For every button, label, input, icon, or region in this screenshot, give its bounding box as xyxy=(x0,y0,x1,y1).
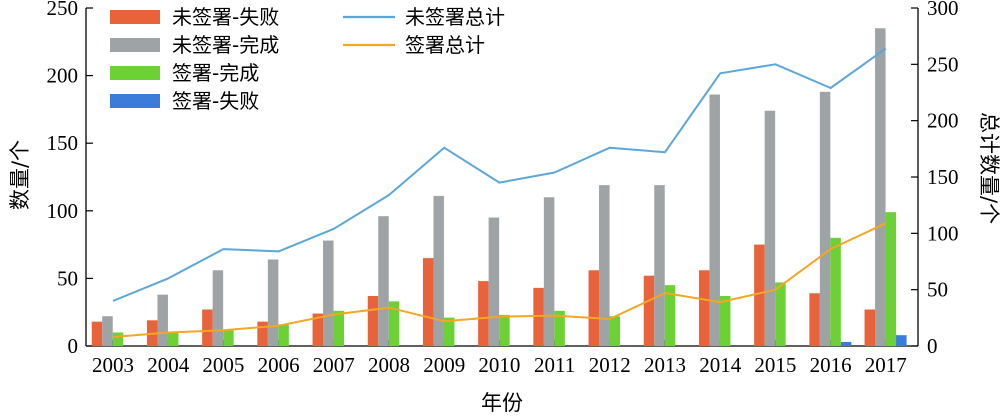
legend-label: 签署总计 xyxy=(405,33,485,57)
bar-2-2014 xyxy=(709,94,720,346)
left-tick-label: 200 xyxy=(47,64,79,88)
x-tick-label: 2012 xyxy=(589,353,631,377)
bar-1-2015 xyxy=(754,244,765,346)
bar-3-2011 xyxy=(554,310,565,346)
left-tick-label: 50 xyxy=(57,266,78,290)
legend-label: 签署-完成 xyxy=(172,61,259,85)
x-ticks: 2003 2004 2005 2006 2007 2008 2009 2010 2011 2012… xyxy=(92,340,907,377)
left-y-ticks: 0 50 100 150 200 250 xyxy=(47,0,93,358)
axes xyxy=(85,8,919,347)
legend-label: 未签署-失败 xyxy=(172,5,279,29)
bar-2-2003 xyxy=(102,316,113,346)
legend-swatch xyxy=(110,38,160,52)
bar-1-2008 xyxy=(367,295,379,346)
right-tick-label: 250 xyxy=(927,52,959,76)
bar-3-2004 xyxy=(167,332,179,346)
left-tick-label: 0 xyxy=(68,334,79,358)
x-tick-label: 2005 xyxy=(202,353,244,377)
bar-3-2006 xyxy=(278,324,289,346)
left-tick-label: 100 xyxy=(47,199,79,223)
x-tick-label: 2009 xyxy=(423,353,465,377)
bar-1-2010 xyxy=(478,281,489,346)
legend-label: 未签署总计 xyxy=(405,5,505,29)
left-y-axis-title: 数量/个 xyxy=(8,140,32,210)
bar-4-2016 xyxy=(840,341,852,346)
bar-2-2009 xyxy=(433,195,444,346)
x-tick-label: 2006 xyxy=(258,353,300,377)
bar-3-2017 xyxy=(885,212,897,346)
bar-2-2012 xyxy=(599,185,610,346)
x-tick-label: 2015 xyxy=(754,353,796,377)
x-tick-label: 2017 xyxy=(865,353,907,377)
right-tick-label: 50 xyxy=(927,278,948,302)
bar-3-2008 xyxy=(388,301,400,346)
bar-3-2012 xyxy=(609,316,621,346)
bar-1-2007 xyxy=(312,313,324,346)
bar-3-2003 xyxy=(112,332,124,346)
x-tick-label: 2007 xyxy=(313,353,355,377)
bar-4-2017 xyxy=(896,335,907,346)
x-tick-label: 2003 xyxy=(92,353,134,377)
bar-2-2005 xyxy=(212,270,224,346)
x-tick-label: 2004 xyxy=(147,353,190,377)
bar-2-2016 xyxy=(819,91,831,346)
right-tick-label: 300 xyxy=(927,0,959,20)
bar-2-2017 xyxy=(875,28,886,347)
right-tick-label: 100 xyxy=(927,221,959,245)
bar-2-2004 xyxy=(157,294,168,346)
lines xyxy=(112,47,887,338)
bar-2-2010 xyxy=(488,217,500,346)
legend-label: 未签署-完成 xyxy=(172,33,279,57)
x-tick-label: 2011 xyxy=(534,353,575,377)
bar-3-2009 xyxy=(443,317,455,346)
right-y-ticks: 0 50 100 150 200 250 300 xyxy=(911,0,959,358)
bars xyxy=(91,28,907,347)
bar-1-2016 xyxy=(809,293,820,346)
left-tick-label: 250 xyxy=(47,0,79,20)
bar-3-2010 xyxy=(499,314,510,346)
bar-2-2008 xyxy=(378,216,389,346)
bar-2-2015 xyxy=(764,110,776,346)
x-tick-label: 2014 xyxy=(699,353,742,377)
line-series-1 xyxy=(112,47,887,302)
bar-3-2014 xyxy=(719,295,731,346)
bar-1-2017 xyxy=(864,309,876,346)
bar-1-2013 xyxy=(643,275,655,346)
x-tick-label: 2013 xyxy=(644,353,686,377)
bar-3-2016 xyxy=(830,237,841,346)
bar-2-2007 xyxy=(323,240,334,346)
bar-2-2013 xyxy=(654,185,665,346)
right-tick-label: 0 xyxy=(927,334,938,358)
right-tick-label: 150 xyxy=(927,165,959,189)
bar-2-2011 xyxy=(543,197,555,346)
bar-1-2003 xyxy=(91,321,103,346)
x-tick-label: 2016 xyxy=(810,353,852,377)
x-tick-label: 2008 xyxy=(368,353,410,377)
bar-3-2007 xyxy=(333,310,345,346)
bar-1-2012 xyxy=(588,270,600,346)
bar-3-2015 xyxy=(775,282,786,346)
right-tick-label: 200 xyxy=(927,109,959,133)
bar-1-2005 xyxy=(202,309,213,346)
legend-swatch xyxy=(110,10,160,24)
bar-3-2005 xyxy=(223,329,234,346)
bar-1-2014 xyxy=(698,270,710,346)
right-y-axis-title: 总计数量/个 xyxy=(977,112,1000,224)
bar-1-2006 xyxy=(257,321,268,346)
legend-swatch xyxy=(110,66,160,80)
bar-3-2013 xyxy=(664,285,676,346)
legend-label: 签署-失败 xyxy=(172,89,259,113)
bar-1-2009 xyxy=(422,258,434,346)
x-tick-label: 2010 xyxy=(478,353,520,377)
x-axis-title: 年份 xyxy=(481,391,523,415)
bar-2-2006 xyxy=(267,259,279,346)
bar-1-2011 xyxy=(533,287,544,346)
legend-swatch xyxy=(110,94,160,108)
line-series-2 xyxy=(112,222,887,338)
left-tick-label: 150 xyxy=(47,131,79,155)
